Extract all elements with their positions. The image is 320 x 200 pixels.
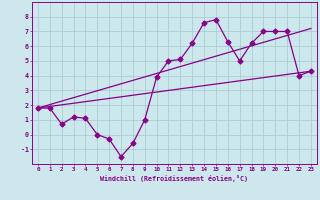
X-axis label: Windchill (Refroidissement éolien,°C): Windchill (Refroidissement éolien,°C) [100, 175, 248, 182]
